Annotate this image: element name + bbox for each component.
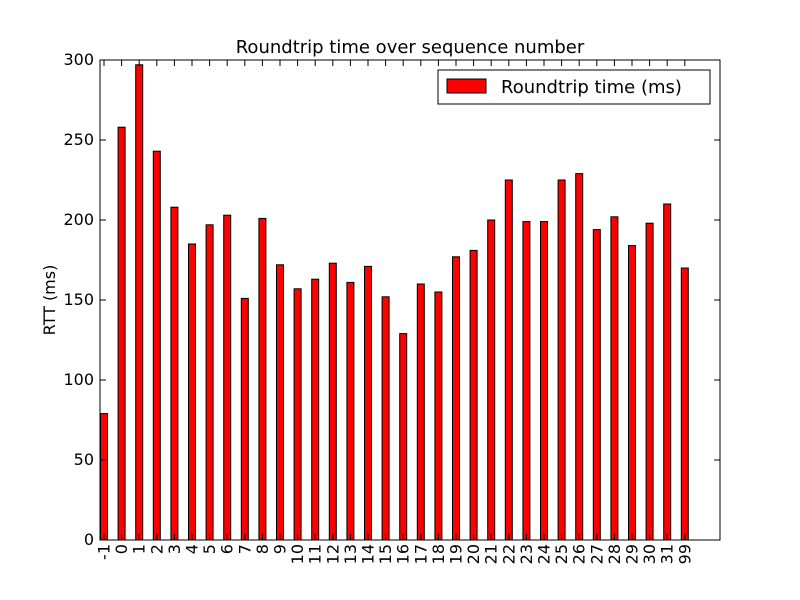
x-tick-label: 7 [235,544,254,554]
x-tick-label: 10 [288,544,307,564]
bar-9 [276,264,284,541]
bar-30 [645,222,654,541]
bar-20 [469,249,478,541]
bar-23 [522,221,531,541]
legend-label: Roundtrip time (ms) [501,77,682,98]
x-tick-label: 14 [359,544,378,564]
bar-22 [504,179,513,541]
y-axis-ticks: 0 50 100 150 200 250 300 [63,50,720,549]
y-tick-label: 200 [63,210,94,229]
x-tick-label: 28 [605,544,624,564]
x-tick-label: 29 [623,544,642,564]
bar-0 [117,126,126,541]
x-tick-label: 23 [517,544,536,564]
bar-14 [364,265,372,541]
x-tick-label: 19 [447,544,466,564]
x-tick-label: 13 [341,544,360,564]
bar-21 [487,219,496,541]
bar-6 [223,214,232,541]
x-tick-label: 26 [570,544,589,564]
bar-10 [293,288,302,541]
x-tick-label: 2 [147,544,166,554]
bar-1 [135,64,144,541]
bar-13 [346,281,355,541]
bar-31 [663,203,672,541]
x-tick-label: 4 [183,544,202,554]
y-tick-label: 100 [63,370,94,389]
y-tick-label: 250 [63,130,94,149]
bar-5 [205,224,214,541]
bar-28 [610,216,619,541]
x-tick-label: 20 [464,544,483,564]
bar-15 [381,296,390,541]
x-tick-label: 0 [112,544,131,554]
bars-group [100,64,689,541]
bar-11 [311,278,320,541]
bar-25 [557,179,566,541]
x-tick-label: 30 [640,544,659,564]
y-axis-label: RTT (ms) [40,265,59,336]
bar-12 [328,262,337,541]
y-tick-label: 300 [63,50,94,69]
bar--1 [100,413,108,541]
bar-3 [170,206,179,541]
bar-99 [680,267,689,541]
x-tick-label: 99 [675,544,694,564]
bar-27 [592,229,601,541]
x-tick-label: 25 [552,544,571,564]
x-tick-label: 17 [411,544,430,564]
bar-18 [434,291,443,541]
x-tick-label: 31 [658,544,677,564]
bar-26 [575,173,584,541]
x-tick-label: 16 [394,544,413,564]
y-tick-label: 150 [63,290,94,309]
x-tick-label: 9 [271,544,290,554]
legend: Roundtrip time (ms) [437,69,711,105]
y-tick-label: 0 [84,530,94,549]
chart-title: Roundtrip time over sequence number [236,37,585,58]
x-tick-label: 3 [165,544,184,554]
bar-7 [240,297,249,541]
bar-17 [416,283,425,541]
x-tick-label: 18 [429,544,448,564]
bar-19 [452,256,460,541]
bar-16 [399,333,408,541]
plot-frame [99,59,721,541]
x-tick-label: 8 [253,544,272,554]
x-tick-label: 6 [218,544,237,554]
x-tick-label: 21 [482,544,501,564]
x-tick-label: 27 [587,544,606,564]
bar-8 [258,217,267,541]
x-tick-label: 1 [130,544,149,554]
x-tick-label: 15 [376,544,395,564]
x-axis-ticks: -101234567891011121314151617181920212223… [95,60,694,564]
x-tick-label: 11 [306,544,325,564]
x-tick-label: 22 [499,544,518,564]
x-tick-label: 5 [200,544,219,554]
x-tick-label: -1 [95,544,114,560]
bar-4 [188,243,196,541]
bar-24 [540,221,548,541]
bar-2 [152,150,161,541]
y-tick-label: 50 [74,450,94,469]
legend-swatch [446,78,487,94]
x-tick-label: 24 [535,544,554,564]
bar-29 [628,245,636,541]
x-tick-label: 12 [323,544,342,564]
